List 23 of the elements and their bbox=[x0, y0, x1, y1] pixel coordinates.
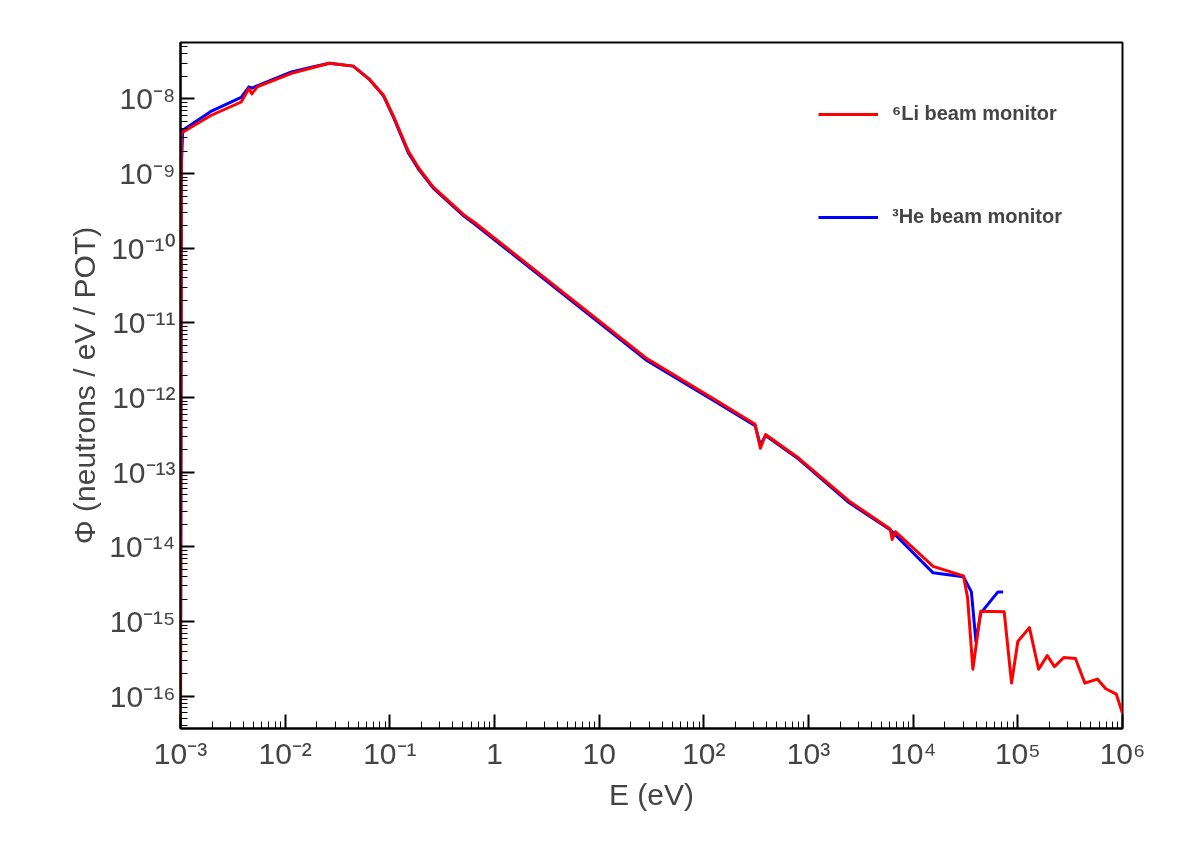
x-tick-label: 10² bbox=[682, 736, 726, 770]
y-axis-title: Φ (neutrons / eV / POT) bbox=[68, 226, 102, 545]
y-tick-label: 10⁻¹⁰ bbox=[111, 231, 176, 265]
y-tick-label: 10⁻¹⁵ bbox=[109, 605, 176, 639]
y-tick-label: 10⁻¹⁴ bbox=[109, 530, 176, 564]
y-tick-label: 10⁻⁹ bbox=[119, 157, 176, 191]
x-tick-label: 10⁻² bbox=[258, 736, 312, 770]
x-tick-label: 10⁻³ bbox=[153, 736, 208, 770]
y-tick-label: 10⁻⁸ bbox=[119, 82, 176, 116]
x-tick-label: 10⁴ bbox=[890, 736, 937, 770]
x-tick-label: 1 bbox=[486, 736, 503, 770]
x-tick-label: 10³ bbox=[786, 736, 831, 770]
x-tick-label: 10⁵ bbox=[994, 736, 1041, 770]
x-tick-label: 10⁻¹ bbox=[363, 736, 417, 770]
y-tick-label: 10⁻¹³ bbox=[112, 455, 176, 489]
x-tick-label: 10⁶ bbox=[1099, 736, 1146, 770]
y-tick-label: 10⁻¹² bbox=[112, 381, 176, 415]
x-axis-title: E (eV) bbox=[608, 777, 695, 811]
y-tick-label: 10⁻¹⁶ bbox=[109, 679, 176, 713]
x-tick-label: 10 bbox=[582, 736, 616, 770]
legend-label: ³He beam monitor bbox=[891, 205, 1062, 228]
y-tick-label: 10⁻¹¹ bbox=[112, 306, 176, 340]
legend-label: ⁶Li beam monitor bbox=[891, 102, 1057, 125]
